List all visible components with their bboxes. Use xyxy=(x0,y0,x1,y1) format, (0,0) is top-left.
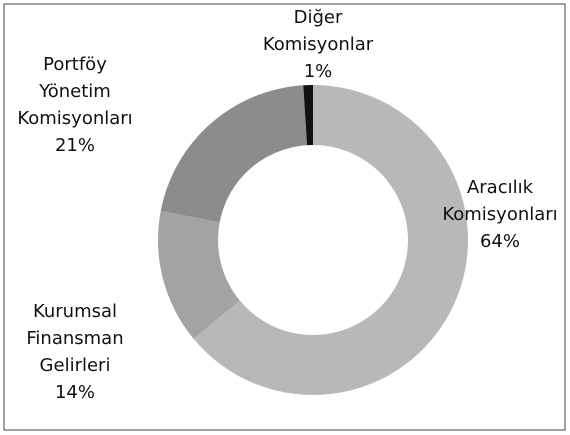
slice-label: Kurumsal Finansman Gelirleri xyxy=(26,301,123,376)
label-line: Yönetim xyxy=(38,81,111,102)
value-label: 14% xyxy=(55,382,95,403)
slice-label: Portföy Yönetim Komisyonları xyxy=(17,54,132,129)
donut-slice xyxy=(158,210,240,339)
value-label: 1% xyxy=(304,61,333,82)
donut-slice xyxy=(160,85,308,223)
value-label: 21% xyxy=(55,135,95,156)
label-line: Finansman xyxy=(26,328,123,349)
label-line: Komisyonları xyxy=(442,204,557,225)
slice-label: Diğer Komisyonlar xyxy=(263,7,374,55)
label-line: Portföy xyxy=(43,54,107,75)
chart-border xyxy=(3,3,566,431)
donut-slice xyxy=(303,85,313,146)
label-line: Gelirleri xyxy=(40,355,111,376)
label-line: Aracılık xyxy=(467,177,534,198)
label-line: Komisyonlar xyxy=(263,34,374,55)
value-label: 64% xyxy=(480,231,520,252)
label-line: Diğer xyxy=(294,7,343,28)
label-line: Komisyonları xyxy=(17,108,132,129)
label-line: Kurumsal xyxy=(33,301,117,322)
slice-label: Aracılık Komisyonları xyxy=(442,177,557,225)
donut-slice xyxy=(193,85,469,396)
